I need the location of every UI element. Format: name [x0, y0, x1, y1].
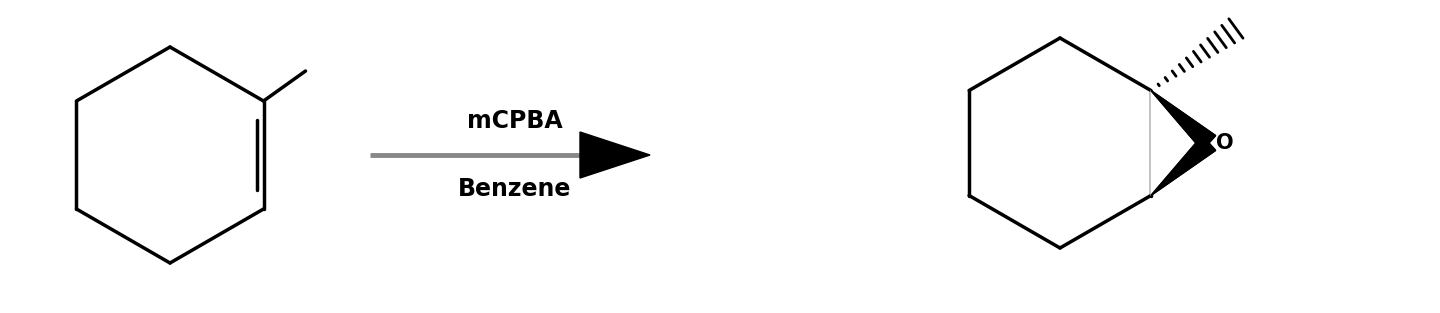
- Text: mCPBA: mCPBA: [467, 109, 563, 133]
- Polygon shape: [1151, 90, 1210, 196]
- Text: O: O: [1217, 133, 1234, 153]
- Polygon shape: [1151, 136, 1215, 196]
- Polygon shape: [1151, 90, 1215, 151]
- Text: Benzene: Benzene: [458, 177, 572, 201]
- Polygon shape: [1151, 90, 1215, 151]
- Polygon shape: [1151, 136, 1215, 196]
- Polygon shape: [580, 132, 649, 178]
